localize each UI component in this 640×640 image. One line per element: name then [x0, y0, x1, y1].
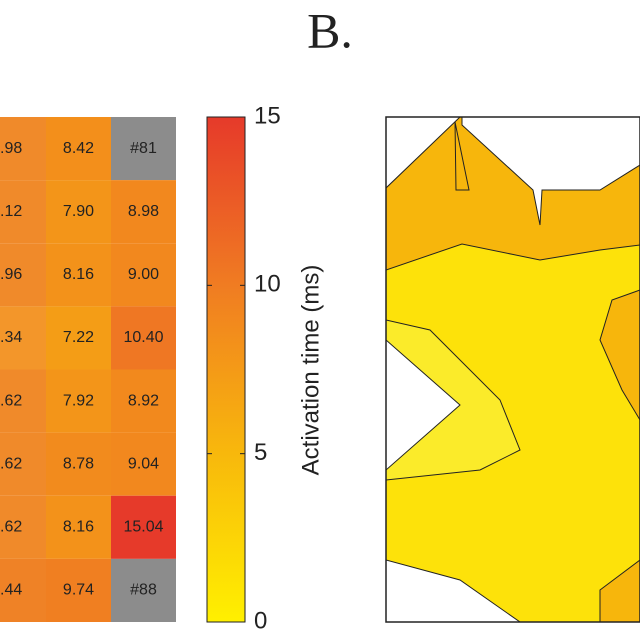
cell-label: .62 [0, 519, 22, 536]
heat-cell [46, 558, 111, 622]
tick-label: 5 [254, 439, 267, 466]
cell-label: .34 [0, 329, 22, 346]
cell-label: 9.00 [128, 266, 159, 283]
cell-label: .98 [0, 140, 22, 157]
cell-label: 15.04 [123, 519, 163, 536]
cell-label: 8.78 [63, 455, 94, 472]
heat-cell [46, 495, 111, 559]
cell-label: 8.16 [63, 266, 94, 283]
colorbar-label: Activation time (ms) [297, 265, 324, 476]
heat-cell [46, 117, 111, 181]
cell-label: 8.42 [63, 140, 94, 157]
heat-cell [46, 369, 111, 433]
heat-cell [111, 369, 176, 433]
heat-cell [111, 306, 176, 370]
heat-cell [46, 432, 111, 496]
cell-label: #81 [130, 140, 157, 157]
heat-cell [0, 180, 46, 244]
colorbar-scale [206, 116, 246, 623]
heat-cell [111, 432, 176, 496]
cell-label: .12 [0, 203, 22, 220]
cell-label: 8.16 [63, 519, 94, 536]
heat-cell [0, 369, 46, 433]
heat-cell [111, 180, 176, 244]
heat-cell [111, 558, 176, 622]
cell-label: 7.90 [63, 203, 94, 220]
cell-label: .96 [0, 266, 22, 283]
tick-label: 15 [254, 102, 281, 129]
cell-label: .44 [0, 582, 22, 599]
heat-cell [0, 117, 46, 181]
heat-cell [46, 243, 111, 307]
heat-cell [111, 495, 176, 559]
colorbar: 0 5 10 15 [206, 102, 281, 634]
cell-label: 9.04 [128, 455, 159, 472]
heat-cell [111, 117, 176, 181]
contour-map [386, 117, 640, 622]
tick-label: 0 [254, 607, 267, 634]
cell-label: 10.40 [123, 329, 163, 346]
heat-cell [0, 558, 46, 622]
heat-cell [46, 180, 111, 244]
cell-label: #88 [130, 582, 157, 599]
cell-label: .62 [0, 455, 22, 472]
cell-label: 7.22 [63, 329, 94, 346]
heat-cell [0, 306, 46, 370]
cell-label: 8.98 [128, 203, 159, 220]
heatmap: .98 .12 .96 .34 .62 .62 .62 .44 8.42 7.90 8.16 7.22… [0, 117, 176, 622]
cell-label: 9.74 [63, 582, 94, 599]
heat-cell [46, 306, 111, 370]
heat-cell [0, 243, 46, 307]
heat-cell [111, 243, 176, 307]
heat-cell [0, 432, 46, 496]
cell-label: 8.92 [128, 392, 159, 409]
contour-frame [385, 116, 640, 623]
heat-cell [0, 495, 46, 559]
cell-label: 7.92 [63, 392, 94, 409]
panel-title: B. [307, 2, 353, 58]
cell-label: .62 [0, 392, 22, 409]
tick-label: 10 [254, 271, 281, 298]
